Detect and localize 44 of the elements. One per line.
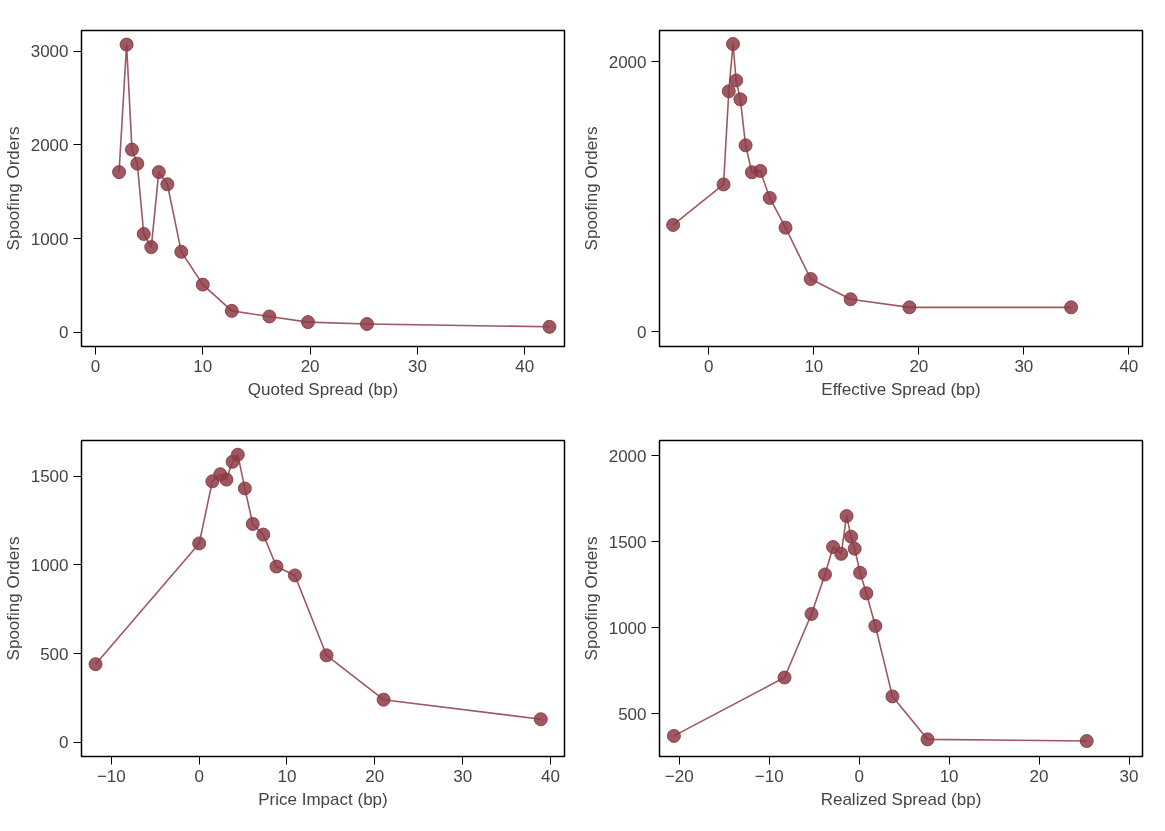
x-axis-title: Quoted Spread (bp) bbox=[247, 379, 399, 399]
x-tick-label: 20 bbox=[1029, 766, 1049, 786]
x-axis-title: Effective Spread (bp) bbox=[821, 379, 981, 399]
x-tick-label: 10 bbox=[277, 766, 297, 786]
x-tick-label: 10 bbox=[804, 356, 824, 376]
y-tick-label: 0 bbox=[637, 322, 647, 342]
x-tick-label: 30 bbox=[1119, 766, 1139, 786]
y-tick-label: 0 bbox=[59, 733, 69, 753]
y-tick-label: 3000 bbox=[30, 42, 69, 62]
y-axis-title: Spoofing Orders bbox=[581, 126, 601, 251]
x-tick-label: 30 bbox=[1014, 356, 1034, 376]
x-axis-title: Price Impact (bp) bbox=[258, 789, 388, 809]
x-tick-label: 0 bbox=[704, 356, 714, 376]
y-tick-label: 1500 bbox=[30, 467, 69, 487]
x-tick-label: 10 bbox=[939, 766, 959, 786]
y-tick-label: 0 bbox=[59, 323, 69, 343]
y-axis-title: Spoofing Orders bbox=[3, 126, 23, 251]
x-tick-label: −10 bbox=[754, 766, 784, 786]
x-tick-label: 30 bbox=[453, 766, 473, 786]
x-tick-label: 10 bbox=[193, 356, 213, 376]
x-tick-label: 40 bbox=[540, 766, 560, 786]
x-tick-label: 20 bbox=[365, 766, 385, 786]
y-axis-title: Spoofing Orders bbox=[3, 536, 23, 661]
y-axis-title: Spoofing Orders bbox=[581, 536, 601, 661]
y-tick-label: 1500 bbox=[608, 532, 647, 552]
y-tick-label: 1000 bbox=[30, 555, 69, 575]
y-tick-label: 2000 bbox=[30, 135, 69, 155]
y-tick-label: 1000 bbox=[30, 229, 69, 249]
y-tick-label: 500 bbox=[618, 704, 647, 724]
y-tick-label: 1000 bbox=[608, 618, 647, 638]
y-tick-label: 2000 bbox=[608, 446, 647, 466]
x-tick-label: 0 bbox=[194, 766, 204, 786]
x-tick-label: 30 bbox=[408, 356, 427, 376]
x-tick-label: 40 bbox=[515, 356, 535, 376]
x-tick-label: 20 bbox=[909, 356, 929, 376]
y-tick-label: 2000 bbox=[608, 52, 647, 72]
x-tick-label: −10 bbox=[96, 766, 126, 786]
y-tick-label: 500 bbox=[40, 644, 69, 664]
x-tick-label: 0 bbox=[854, 766, 864, 786]
x-tick-label: −20 bbox=[664, 766, 694, 786]
x-axis-title: Realized Spread (bp) bbox=[820, 789, 982, 809]
x-tick-label: 40 bbox=[1119, 356, 1139, 376]
x-tick-label: 20 bbox=[300, 356, 320, 376]
x-tick-label: 0 bbox=[90, 356, 101, 376]
